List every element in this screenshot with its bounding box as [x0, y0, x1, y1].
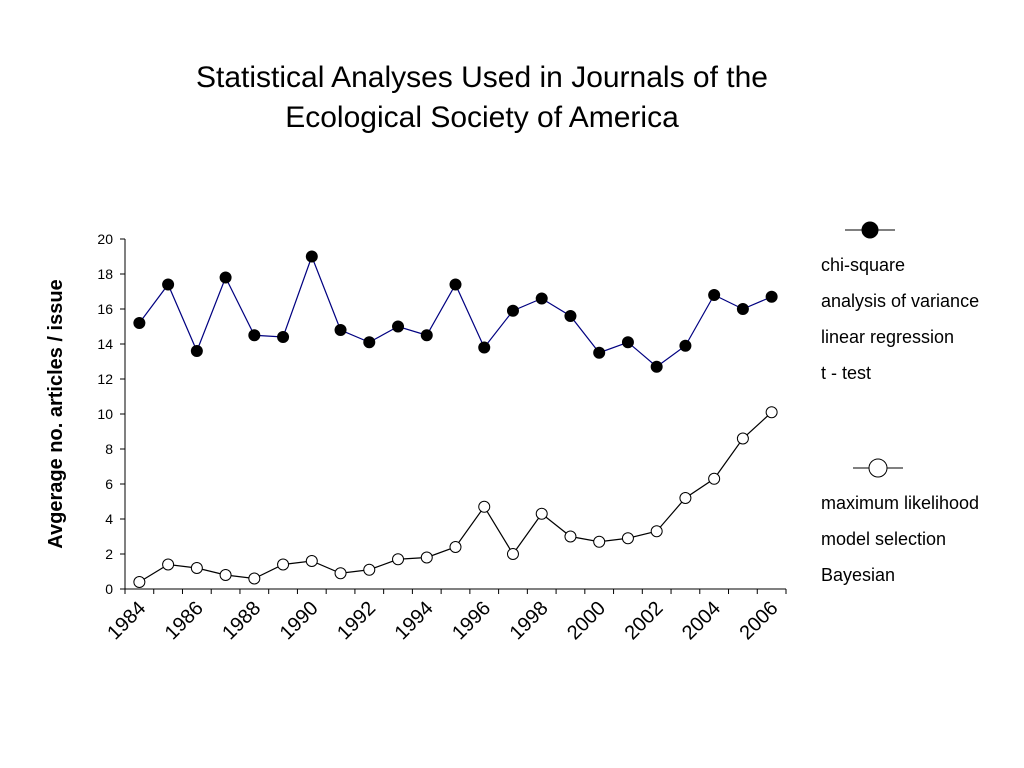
chart-title-line-2: Ecological Society of America — [285, 101, 679, 134]
series-1-point — [708, 289, 721, 301]
series-1-point — [679, 339, 692, 352]
x-tick-label: 1994 — [391, 597, 438, 644]
legend-label-t-test: t - test — [821, 363, 872, 383]
series-1-point — [593, 346, 606, 359]
legend-marker-1 — [861, 221, 879, 239]
series-1-point — [277, 331, 290, 343]
series-1-point — [248, 329, 261, 342]
x-tick-label: 2006 — [736, 597, 783, 644]
series-2-point — [248, 572, 261, 585]
series-2-point — [708, 472, 721, 485]
series-2-point — [449, 541, 462, 553]
x-tick-label: 2004 — [678, 597, 725, 644]
series-1-point — [363, 336, 376, 349]
series-1-point — [449, 278, 462, 291]
series-1-point — [765, 290, 778, 303]
series-2-point — [478, 500, 491, 513]
series-1-point — [535, 292, 548, 305]
series-1-point — [564, 310, 577, 322]
series-2-point — [219, 569, 232, 581]
series-2-point — [506, 548, 519, 560]
series-2-point — [765, 406, 778, 419]
chart-title-line-1: Statistical Analyses Used in Journals of… — [196, 61, 768, 94]
x-tick-label: 2000 — [563, 597, 610, 644]
series-1-point — [621, 336, 634, 349]
series-2-point — [621, 532, 634, 545]
series-1-point — [392, 320, 405, 333]
x-tick-label: 1990 — [276, 597, 323, 644]
legend-label-chi-square: chi-square — [821, 255, 906, 275]
y-tick-label: 8 — [105, 441, 113, 457]
y-tick-label: 0 — [105, 581, 113, 597]
legend-label-maximum-likelihood: maximum likelihood — [821, 493, 980, 513]
x-tick-label: 1996 — [448, 597, 495, 644]
series-2-point — [190, 562, 203, 574]
y-axis-label: Avgerage no. articles / issue — [45, 279, 67, 548]
series-1-point — [219, 271, 232, 284]
legend-label-bayesian: Bayesian — [821, 565, 896, 585]
series-1-point — [162, 278, 175, 291]
y-tick-label: 20 — [97, 231, 113, 247]
legend-label-model-selection: model selection — [821, 529, 947, 549]
series-1-point — [190, 345, 203, 357]
series-2-point — [277, 558, 290, 571]
series-1-point — [305, 250, 318, 263]
y-tick-label: 12 — [97, 371, 113, 387]
series-2-point — [679, 492, 692, 504]
x-tick-label: 2002 — [621, 597, 668, 644]
series-1-point — [420, 329, 433, 342]
y-tick-label: 6 — [105, 476, 113, 492]
legend-group-filled: chi-square analysis of variance linear r… — [821, 247, 979, 391]
series-2-point — [650, 525, 663, 538]
series-2-point — [535, 507, 548, 520]
x-tick-label: 1988 — [218, 597, 265, 644]
x-tick-label: 1984 — [103, 597, 150, 644]
series-1-point — [736, 303, 749, 315]
chart-title: Statistical Analyses Used in Journals of… — [0, 58, 964, 138]
legend-label-anova: analysis of variance — [821, 291, 980, 311]
y-tick-label: 2 — [105, 546, 113, 562]
series-1-point — [334, 324, 347, 336]
series-2-point — [334, 567, 347, 580]
y-tick-label: 16 — [97, 301, 113, 317]
series-2-point — [162, 558, 175, 571]
series-1-point — [506, 304, 519, 317]
series-2-point — [392, 553, 405, 566]
series-1-line — [138, 254, 772, 368]
legend-group-open: maximum likelihood model selection Bayes… — [821, 485, 979, 593]
legend-marker-2 — [868, 458, 888, 478]
x-tick-label: 1986 — [161, 597, 208, 644]
series-2-point — [363, 563, 376, 576]
y-tick-label: 18 — [97, 266, 113, 282]
series-2-point — [564, 530, 577, 543]
series-2-point — [420, 551, 433, 564]
series-1-point — [478, 341, 491, 354]
y-tick-label: 14 — [97, 336, 113, 352]
series-2-point — [305, 555, 318, 567]
series-1-point — [650, 360, 663, 373]
legend-label-linear-regression: linear regression — [821, 327, 955, 347]
series-2-line — [139, 411, 773, 583]
series-1-point — [133, 317, 146, 329]
x-tick-label: 1998 — [506, 597, 553, 644]
series-2-point — [736, 432, 749, 445]
series-2-point — [593, 535, 606, 548]
y-tick-label: 10 — [97, 406, 113, 422]
y-tick-label: 4 — [105, 511, 113, 527]
series-2-point — [133, 576, 146, 588]
x-tick-label: 1992 — [333, 597, 380, 644]
